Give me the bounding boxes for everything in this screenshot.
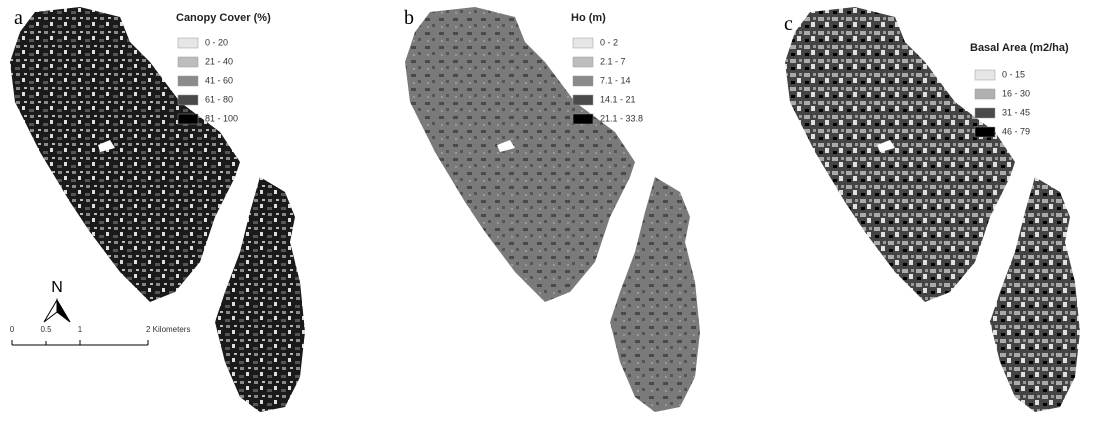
scale-label: 0.5: [40, 325, 52, 334]
map-a: [10, 7, 305, 412]
legend-swatch: [178, 114, 198, 124]
legend-label: 14.1 - 21: [600, 94, 636, 104]
legend-title: Canopy Cover (%): [176, 12, 271, 24]
legend-label: 7.1 - 14: [600, 75, 631, 85]
legend-label: 21.1 - 33.8: [600, 113, 643, 123]
legend-label: 31 - 45: [1002, 107, 1030, 117]
panel-letter: c: [784, 13, 793, 35]
legend-swatch: [573, 76, 593, 86]
panel-letter: b: [404, 7, 414, 29]
legend-title: Basal Area (m2/ha): [970, 42, 1069, 54]
legend-swatch: [573, 57, 593, 67]
legend-label: 41 - 60: [205, 75, 233, 85]
legend-label: 2.1 - 7: [600, 56, 626, 66]
legend-label: 0 - 2: [600, 37, 618, 47]
legend-swatch: [178, 38, 198, 48]
scale-label: 1: [78, 325, 83, 334]
legend-swatch: [573, 114, 593, 124]
legend-label: 16 - 30: [1002, 88, 1030, 98]
legend-title: Ho (m): [571, 12, 606, 24]
legend-swatch: [975, 127, 995, 137]
legend-swatch: [178, 57, 198, 67]
legend-label: 0 - 20: [205, 37, 228, 47]
map-c: [785, 7, 1080, 412]
legend-swatch: [975, 108, 995, 118]
scale-label: 0: [10, 325, 15, 334]
panel-letter: a: [14, 7, 23, 29]
legend-label: 81 - 100: [205, 113, 238, 123]
legend-label: 46 - 79: [1002, 126, 1030, 136]
legend-swatch: [178, 76, 198, 86]
north-label: N: [51, 279, 63, 296]
legend-label: 61 - 80: [205, 94, 233, 104]
legend-swatch: [573, 95, 593, 105]
legend-swatch: [573, 38, 593, 48]
figure: N aCanopy Cover (%)0 - 2021 - 4041 - 606…: [0, 0, 1108, 421]
map-b: [405, 7, 700, 412]
scale-label: 2 Kilometers: [146, 325, 190, 334]
legend-swatch: [178, 95, 198, 105]
legend-swatch: [975, 70, 995, 80]
legend-label: 0 - 15: [1002, 69, 1025, 79]
legend-label: 21 - 40: [205, 56, 233, 66]
legend-swatch: [975, 89, 995, 99]
north-arrow: N: [44, 279, 70, 322]
scale-bar: [12, 340, 148, 345]
